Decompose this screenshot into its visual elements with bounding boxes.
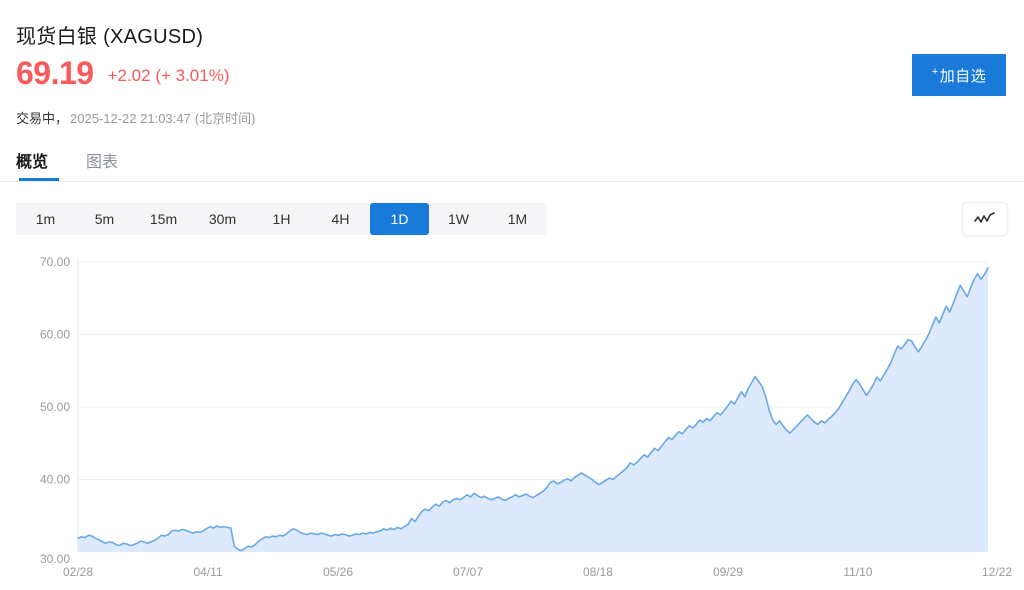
y-axis-tick-label: 60.00 bbox=[40, 328, 70, 342]
y-axis-tick-label: 70.00 bbox=[40, 255, 70, 269]
price-block: 69.19 +2.02 (+ 3.01%) bbox=[16, 57, 230, 89]
line-chart-icon bbox=[974, 212, 995, 223]
x-axis-tick-label: 05/26 bbox=[323, 565, 353, 579]
timeframe-1m-month-label: 1M bbox=[507, 211, 528, 227]
market-status: 交易中， 2025-12-22 21:03:47 (北京时间) bbox=[16, 108, 255, 127]
price-change: +2.02 (+ 3.01%) bbox=[107, 66, 230, 85]
tab-overview-label: 概览 bbox=[16, 154, 49, 171]
timeframe-1h-label: 1H bbox=[272, 211, 291, 227]
timeframe-4h[interactable]: 4H bbox=[311, 203, 370, 235]
timeframe-5m[interactable]: 5m bbox=[75, 203, 134, 235]
tab-charts[interactable]: 图表 bbox=[86, 148, 118, 181]
plus-icon: + bbox=[931, 66, 939, 78]
x-axis-tick-label: 11/10 bbox=[843, 565, 872, 579]
timeframe-30m[interactable]: 30m bbox=[193, 203, 252, 235]
market-status-timezone: (北京时间) bbox=[194, 111, 256, 126]
tab-bar: 概览 图表 bbox=[0, 148, 1024, 182]
chart-type-button[interactable] bbox=[962, 202, 1008, 236]
tab-charts-label: 图表 bbox=[86, 154, 119, 171]
x-axis-tick-label: 09/29 bbox=[713, 565, 743, 579]
timeframe-1m[interactable]: 1m bbox=[16, 203, 75, 235]
y-axis-tick-label: 40.00 bbox=[40, 473, 70, 487]
tab-divider bbox=[0, 181, 1024, 182]
instrument-symbol: (XAGUSD) bbox=[103, 26, 204, 48]
timeframe-1d-label: 1D bbox=[390, 211, 409, 227]
market-status-state: 交易中， bbox=[16, 111, 69, 126]
area-fill bbox=[78, 267, 988, 552]
tab-overview[interactable]: 概览 bbox=[16, 148, 60, 181]
x-axis-tick-label: 02/28 bbox=[63, 565, 93, 579]
timeframe-1h[interactable]: 1H bbox=[252, 203, 311, 235]
last-price: 69.19 bbox=[16, 55, 94, 91]
price-chart[interactable]: 70.00 60.00 50.00 40.00 30.00 02/28 04/11 05/26… bbox=[0, 246, 1024, 590]
timeframe-1d[interactable]: 1D bbox=[370, 203, 429, 235]
timeframe-selector: 1m 5m 15m 30m 1H 4H 1D 1W 1M bbox=[16, 203, 547, 235]
timeframe-4h-label: 4H bbox=[331, 211, 350, 227]
market-status-timestamp: 2025-12-22 21:03:47 bbox=[70, 111, 191, 126]
y-axis-tick-label: 30.00 bbox=[40, 552, 70, 566]
add-to-watchlist-button[interactable]: + 加自选 bbox=[912, 54, 1006, 96]
y-axis-tick-label: 50.00 bbox=[40, 400, 70, 414]
x-axis-tick-label: 12/22 bbox=[982, 565, 1012, 579]
page-title: 现货白银 (XAGUSD) bbox=[16, 20, 203, 49]
x-axis-tick-label: 08/18 bbox=[583, 565, 613, 579]
timeframe-5m-label: 5m bbox=[94, 211, 115, 227]
timeframe-30m-label: 30m bbox=[208, 211, 237, 227]
add-to-watchlist-label: 加自选 bbox=[939, 67, 987, 85]
timeframe-1m-month[interactable]: 1M bbox=[488, 203, 547, 235]
timeframe-1m-label: 1m bbox=[35, 211, 56, 227]
x-axis-tick-label: 04/11 bbox=[193, 565, 222, 579]
timeframe-15m-label: 15m bbox=[149, 211, 178, 227]
timeframe-15m[interactable]: 15m bbox=[134, 203, 193, 235]
x-axis-tick-label: 07/07 bbox=[453, 565, 483, 579]
instrument-name: 现货白银 bbox=[16, 26, 98, 48]
timeframe-1w-label: 1W bbox=[448, 211, 469, 227]
timeframe-1w[interactable]: 1W bbox=[429, 203, 488, 235]
price-line bbox=[77, 267, 989, 552]
